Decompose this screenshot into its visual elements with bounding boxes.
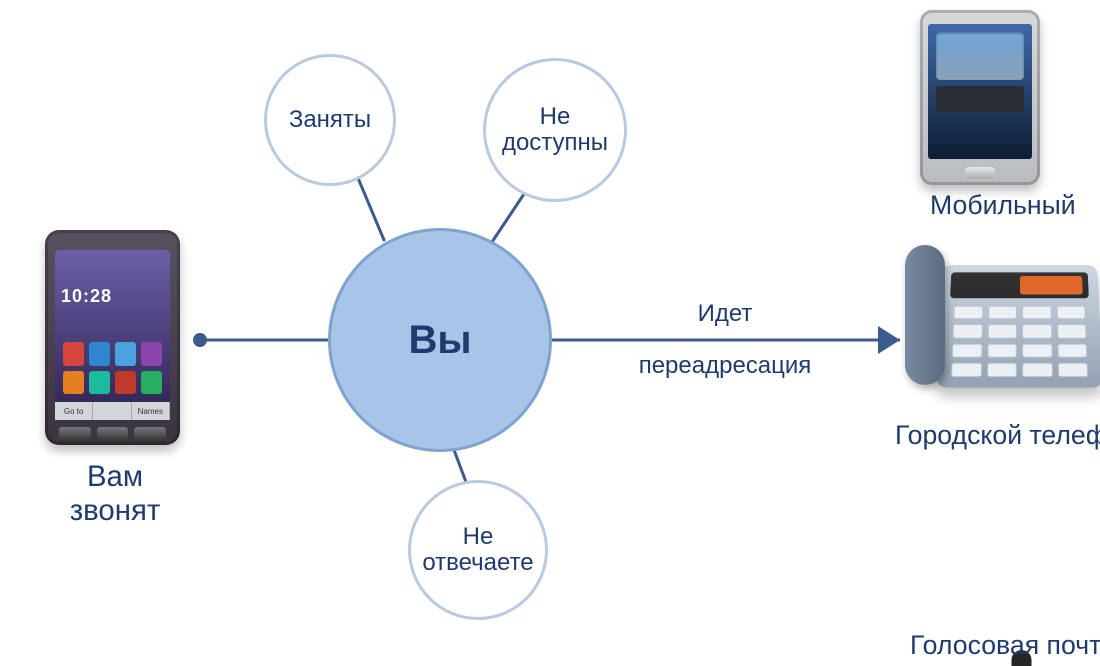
caption-mobile: Мобильный <box>930 190 1100 221</box>
caller-phone: 10:28 Go toNames <box>45 230 180 445</box>
diagram-stage: 10:28 Go toNames Вам звонят Вы Заняты Не… <box>0 0 1100 666</box>
mobile-phone <box>920 10 1040 185</box>
node-busy-label: Заняты <box>289 107 371 133</box>
node-noanswer: Не отвечаете <box>408 480 548 620</box>
hub-you: Вы <box>328 228 552 452</box>
caller-phone-clock: 10:28 <box>61 286 112 307</box>
caption-landline: Городской телефон <box>895 420 1100 451</box>
forwarding-label-line1: Идет <box>625 300 825 328</box>
forwarding-label-line2: переадресация <box>605 352 845 380</box>
caption-voicemail: Голосовая почта <box>910 630 1100 661</box>
caption-incoming: Вам звонят <box>55 460 175 527</box>
hub-label: Вы <box>408 318 471 362</box>
node-unreachable-label: Не доступны <box>502 104 608 157</box>
node-unreachable: Не доступны <box>483 58 627 202</box>
node-noanswer-label: Не отвечаете <box>422 524 533 577</box>
node-busy: Заняты <box>264 54 396 186</box>
desk-phone <box>905 235 1100 405</box>
